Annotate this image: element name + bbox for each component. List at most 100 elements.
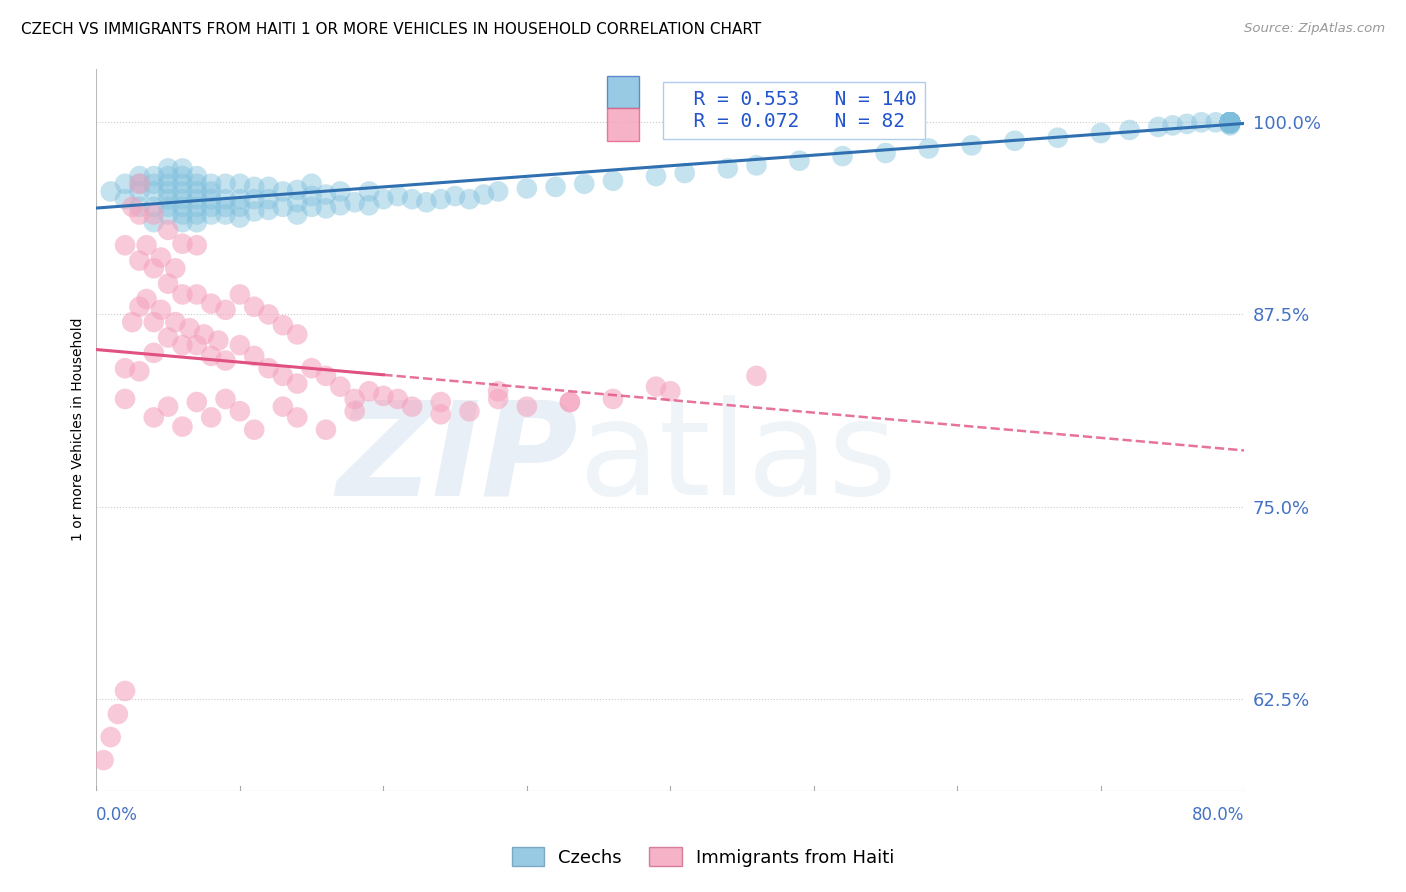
Point	[172, 169, 194, 183]
Point	[1219, 115, 1241, 129]
Point	[602, 392, 624, 406]
Legend: Czechs, Immigrants from Haiti: Czechs, Immigrants from Haiti	[505, 840, 901, 874]
Point	[257, 361, 280, 376]
Point	[329, 198, 352, 212]
Point	[157, 277, 180, 291]
Point	[157, 185, 180, 199]
Point	[229, 200, 252, 214]
Point	[1219, 115, 1241, 129]
Point	[329, 379, 352, 393]
Point	[179, 321, 201, 335]
Point	[1219, 115, 1241, 129]
Point	[1219, 115, 1241, 129]
Point	[558, 395, 581, 409]
Point	[128, 208, 150, 222]
Point	[1219, 115, 1241, 129]
Point	[172, 215, 194, 229]
Point	[1004, 134, 1026, 148]
Point	[415, 195, 437, 210]
Point	[745, 368, 768, 383]
Point	[200, 185, 222, 199]
Point	[329, 185, 352, 199]
Point	[343, 392, 366, 406]
Text: atlas: atlas	[578, 395, 897, 522]
Point	[373, 389, 395, 403]
Point	[429, 395, 451, 409]
Point	[1219, 115, 1241, 129]
Point	[193, 327, 215, 342]
Point	[387, 392, 409, 406]
Point	[1219, 115, 1241, 129]
Point	[257, 307, 280, 321]
Point	[301, 189, 323, 203]
Point	[214, 302, 236, 317]
Point	[285, 208, 308, 222]
Point	[172, 338, 194, 352]
Point	[516, 400, 538, 414]
Point	[1219, 115, 1241, 129]
Point	[1189, 115, 1212, 129]
Point	[645, 169, 668, 183]
Point	[401, 192, 423, 206]
Point	[1219, 115, 1241, 129]
Point	[186, 338, 208, 352]
Point	[172, 419, 194, 434]
Point	[229, 211, 252, 225]
Point	[172, 208, 194, 222]
Point	[285, 376, 308, 391]
Point	[1219, 117, 1241, 131]
Point	[214, 192, 236, 206]
Point	[135, 238, 157, 252]
Point	[186, 177, 208, 191]
Point	[200, 296, 222, 310]
Point	[1219, 115, 1241, 129]
Point	[100, 185, 122, 199]
Point	[1118, 123, 1140, 137]
Point	[1219, 115, 1241, 129]
Point	[486, 185, 509, 199]
Point	[315, 423, 337, 437]
Point	[1219, 115, 1241, 129]
Point	[200, 410, 222, 425]
Point	[142, 215, 165, 229]
Point	[186, 208, 208, 222]
Point	[486, 384, 509, 399]
Point	[142, 169, 165, 183]
Point	[200, 200, 222, 214]
Point	[1219, 115, 1241, 129]
Point	[200, 177, 222, 191]
Point	[1219, 115, 1241, 129]
Point	[172, 236, 194, 251]
Point	[186, 238, 208, 252]
Point	[1205, 115, 1227, 129]
Point	[1219, 115, 1241, 129]
Point	[1090, 126, 1112, 140]
Point	[149, 302, 172, 317]
Point	[1219, 115, 1241, 129]
Point	[214, 208, 236, 222]
Point	[243, 192, 266, 206]
Point	[149, 251, 172, 265]
Point	[200, 208, 222, 222]
Point	[831, 149, 853, 163]
Point	[157, 330, 180, 344]
Point	[1219, 115, 1241, 129]
Point	[558, 395, 581, 409]
Point	[121, 200, 143, 214]
Point	[1219, 115, 1241, 129]
Point	[1219, 117, 1241, 131]
Point	[93, 753, 115, 767]
Point	[243, 423, 266, 437]
Point	[1219, 115, 1241, 129]
Point	[165, 315, 187, 329]
Point	[1219, 115, 1241, 129]
FancyBboxPatch shape	[607, 108, 640, 141]
Point	[186, 185, 208, 199]
Point	[114, 238, 136, 252]
Point	[128, 177, 150, 191]
Point	[257, 202, 280, 217]
Point	[157, 192, 180, 206]
Point	[285, 327, 308, 342]
Point	[357, 198, 380, 212]
Point	[229, 177, 252, 191]
